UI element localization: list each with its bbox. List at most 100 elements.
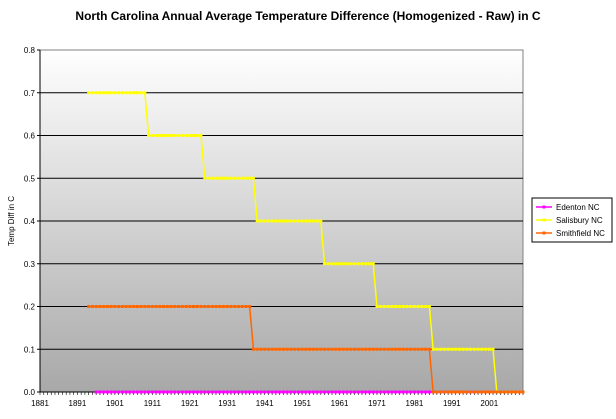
data-point: [326, 347, 330, 351]
data-point: [195, 305, 199, 308]
data-point: [300, 347, 304, 351]
data-point: [251, 390, 255, 394]
data-point: [296, 390, 300, 394]
data-point: [319, 219, 323, 223]
data-point: [169, 134, 173, 137]
data-point: [401, 347, 405, 351]
data-point: [259, 347, 263, 351]
data-point: [278, 347, 282, 351]
data-point: [165, 134, 169, 137]
data-point: [184, 134, 188, 137]
data-point: [120, 91, 124, 95]
data-point: [367, 347, 371, 351]
data-point: [379, 390, 383, 394]
data-point: [338, 347, 342, 351]
data-point: [162, 134, 166, 137]
data-point: [427, 390, 431, 394]
data-point: [345, 347, 349, 351]
data-point: [135, 390, 139, 394]
x-tick-label: 1991: [443, 399, 461, 408]
x-tick-label: 2001: [480, 399, 498, 408]
data-point: [229, 176, 233, 180]
data-point: [296, 347, 300, 351]
data-point: [323, 390, 327, 394]
data-point: [120, 390, 124, 394]
data-point: [184, 305, 188, 308]
data-point: [311, 219, 315, 223]
data-point: [132, 390, 136, 394]
data-point: [371, 347, 375, 351]
data-point: [169, 305, 173, 308]
data-point: [154, 305, 158, 308]
data-point: [379, 305, 383, 308]
data-point: [102, 305, 106, 308]
legend-entry: Salisbury NC: [556, 216, 603, 225]
data-point: [484, 347, 488, 351]
data-point: [409, 390, 413, 394]
data-point: [442, 390, 446, 394]
data-point: [394, 347, 398, 351]
data-point: [379, 347, 383, 351]
data-point: [199, 305, 203, 308]
y-tick-label: 0.7: [24, 89, 36, 98]
data-point: [214, 305, 218, 308]
data-point: [416, 390, 420, 394]
data-point: [236, 390, 240, 394]
data-point: [274, 390, 278, 394]
data-point: [225, 176, 229, 180]
data-point: [510, 390, 514, 394]
data-point: [278, 219, 282, 223]
data-point: [304, 390, 308, 394]
data-point: [236, 305, 240, 308]
data-point: [210, 305, 214, 308]
data-point: [431, 390, 435, 394]
data-point: [248, 176, 252, 180]
data-point: [139, 390, 143, 394]
data-point: [203, 176, 207, 180]
data-point: [435, 390, 439, 394]
data-point: [192, 305, 196, 308]
x-tick-label: 1881: [31, 399, 49, 408]
data-point: [454, 347, 458, 351]
data-point: [139, 91, 143, 95]
data-point: [390, 347, 394, 351]
data-point: [98, 91, 102, 95]
data-point: [278, 390, 282, 394]
data-point: [420, 390, 424, 394]
data-point: [270, 219, 274, 223]
data-point: [109, 91, 113, 95]
data-point: [334, 390, 338, 394]
data-point: [263, 390, 267, 394]
data-point: [117, 305, 121, 308]
x-tick-label: 1911: [144, 399, 162, 408]
data-point: [102, 91, 106, 95]
data-point: [300, 219, 304, 223]
y-tick-label: 0.5: [24, 174, 36, 183]
data-point: [214, 176, 218, 180]
data-point: [308, 219, 312, 223]
data-point: [188, 134, 192, 137]
data-point: [128, 305, 132, 308]
data-point: [229, 305, 233, 308]
data-point: [105, 305, 109, 308]
data-point: [431, 347, 435, 351]
data-point: [356, 390, 360, 394]
data-point: [424, 347, 428, 351]
data-point: [330, 262, 334, 266]
data-point: [180, 134, 184, 137]
data-point: [244, 305, 248, 308]
data-point: [248, 305, 252, 308]
data-point: [469, 390, 473, 394]
y-tick-label: 0.0: [24, 388, 36, 397]
data-point: [255, 219, 259, 223]
x-tick-label: 1891: [69, 399, 87, 408]
data-point: [158, 390, 162, 394]
data-point: [177, 305, 181, 308]
data-point: [394, 305, 398, 308]
data-point: [248, 390, 252, 394]
data-point: [345, 262, 349, 266]
data-point: [139, 305, 143, 308]
data-point: [397, 305, 401, 308]
data-point: [319, 390, 323, 394]
data-point: [308, 347, 312, 351]
